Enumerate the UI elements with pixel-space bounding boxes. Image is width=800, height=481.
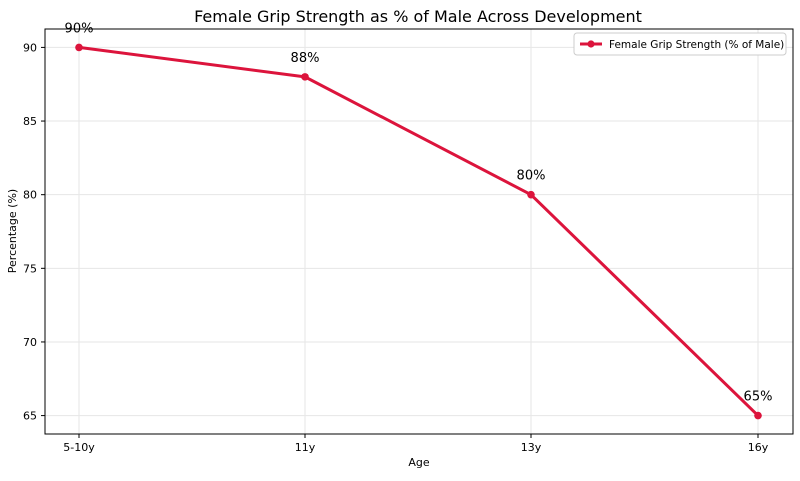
x-tick-label: 5-10y xyxy=(63,441,95,454)
series-group xyxy=(75,43,762,420)
legend: Female Grip Strength (% of Male) xyxy=(573,32,787,56)
plot-frame xyxy=(44,28,794,435)
y-tick-label: 90 xyxy=(23,41,37,54)
data-label: 80% xyxy=(517,169,546,184)
data-point xyxy=(301,73,309,81)
grid-lines xyxy=(45,29,793,434)
y-tick-label: 85 xyxy=(23,115,37,128)
data-point xyxy=(754,411,762,420)
axis-ticks: 65 70 75 80 85 90 5-10y 11y 13y 16y xyxy=(23,41,769,454)
data-point xyxy=(75,43,83,52)
data-labels: 90% 88% 80% 65% xyxy=(65,21,773,404)
legend-marker-swatch xyxy=(587,40,595,48)
y-tick-label: 75 xyxy=(23,262,37,275)
x-tick-label: 11y xyxy=(295,441,316,454)
legend-label: Female Grip Strength (% of Male) xyxy=(609,39,784,51)
y-axis-label: Percentage (%) xyxy=(6,189,19,273)
x-tick-label: 16y xyxy=(748,441,769,454)
chart-title: Female Grip Strength as % of Male Across… xyxy=(194,7,642,26)
data-label: 90% xyxy=(65,21,94,36)
data-point xyxy=(527,190,535,199)
y-tick-label: 65 xyxy=(23,410,37,423)
x-tick-label: 13y xyxy=(521,441,542,454)
x-axis-label: Age xyxy=(408,456,430,469)
series-line xyxy=(77,45,760,418)
data-label: 88% xyxy=(291,51,320,66)
data-label: 65% xyxy=(744,390,773,405)
legend-box xyxy=(573,32,787,56)
y-tick-label: 70 xyxy=(23,336,37,349)
y-tick-label: 80 xyxy=(23,189,37,202)
